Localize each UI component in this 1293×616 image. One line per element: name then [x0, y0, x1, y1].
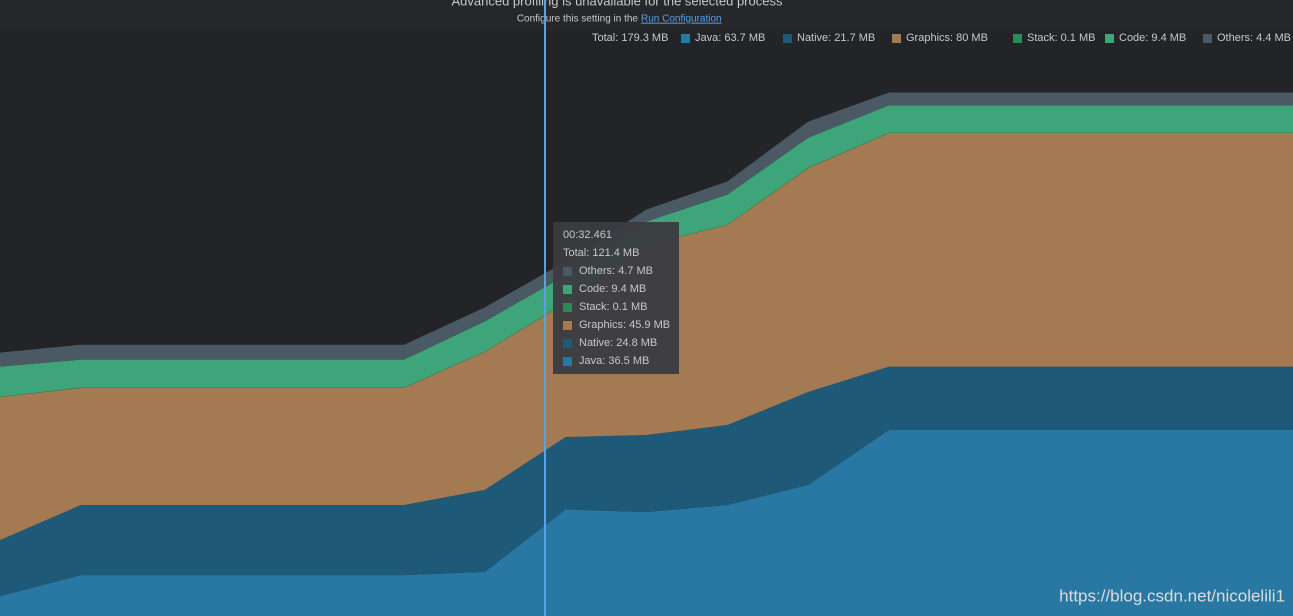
header-bar [0, 0, 1293, 30]
header-title: Advanced profiling is unavailable for th… [452, 0, 783, 8]
legend-swatch [892, 34, 901, 43]
legend-swatch [1013, 34, 1022, 43]
tooltip-item: Graphics: 45.9 MB [579, 319, 670, 331]
tooltip-swatch [563, 321, 572, 330]
tooltip-swatch [563, 285, 572, 294]
tooltip-item: Others: 4.7 MB [579, 265, 653, 277]
legend-label: Code: 9.4 MB [1119, 32, 1186, 44]
header-subtitle: Configure this setting in the [517, 14, 639, 25]
area-4 [0, 105, 1293, 397]
tooltip-total: Total: 121.4 MB [563, 247, 639, 259]
legend-swatch [1203, 34, 1212, 43]
legend-label: Stack: 0.1 MB [1027, 32, 1095, 44]
legend-label: Others: 4.4 MB [1217, 32, 1291, 44]
tooltip-swatch [563, 267, 572, 276]
tooltip-swatch [563, 303, 572, 312]
legend-swatch [681, 34, 690, 43]
area-0 [0, 429, 1293, 616]
tooltip-time: 00:32.461 [563, 229, 612, 241]
legend-swatch [1105, 34, 1114, 43]
tooltip-swatch [563, 339, 572, 348]
watermark: https://blog.csdn.net/nicolelili1 [1059, 586, 1285, 605]
tooltip [553, 222, 679, 374]
tooltip-item: Code: 9.4 MB [579, 283, 646, 295]
tooltip-item: Stack: 0.1 MB [579, 301, 647, 313]
legend-label: Graphics: 80 MB [906, 32, 988, 44]
legend-label: Native: 21.7 MB [797, 32, 875, 44]
tooltip-item: Native: 24.8 MB [579, 337, 657, 349]
tooltip-item: Java: 36.5 MB [579, 355, 649, 367]
tooltip-swatch [563, 357, 572, 366]
legend-label: Java: 63.7 MB [695, 32, 765, 44]
legend-total: Total: 179.3 MB [592, 32, 668, 44]
run-config-link[interactable]: Run Configuration [641, 14, 722, 25]
legend-swatch [783, 34, 792, 43]
area-1 [0, 366, 1293, 597]
